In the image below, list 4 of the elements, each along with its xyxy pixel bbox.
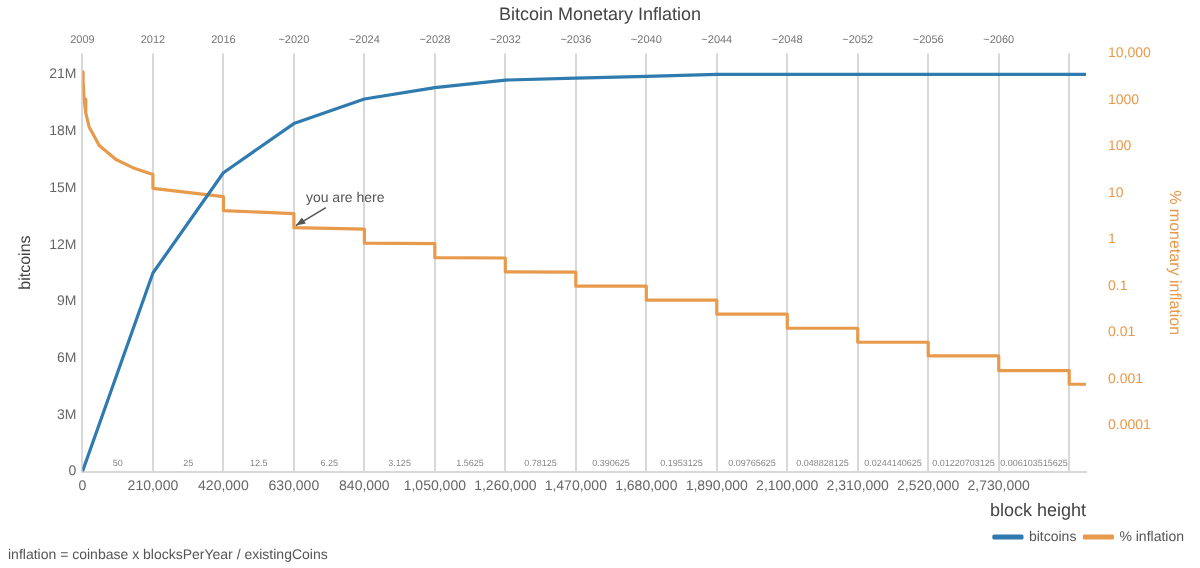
x-axis-title: block height bbox=[989, 500, 1087, 521]
y2-axis-title: % monetary inflation bbox=[1165, 190, 1184, 336]
y-axis-title: bitcoins bbox=[16, 235, 35, 290]
chart-title: Bitcoin Monetary Inflation bbox=[498, 3, 702, 24]
